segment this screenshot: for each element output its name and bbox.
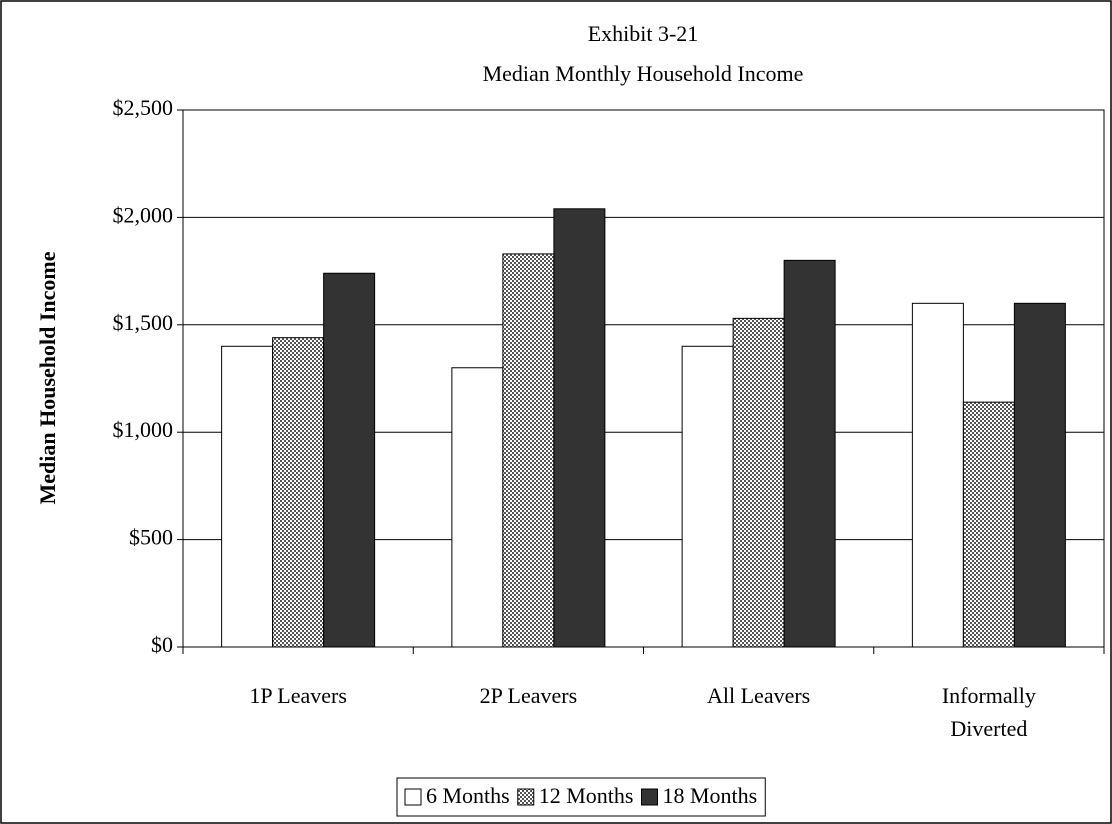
chart-title: Exhibit 3-21 [588, 21, 699, 46]
x-tick-label: All Leavers [707, 683, 811, 708]
bar [553, 208, 606, 648]
legend-label: 12 Months [539, 783, 634, 808]
bar [1013, 302, 1066, 648]
y-tick-label: $1,000 [113, 417, 174, 442]
y-tick-label: $2,500 [113, 95, 174, 120]
legend-box [396, 777, 766, 817]
x-tick-label: 2P Leavers [479, 683, 578, 708]
y-tick-label: $2,000 [113, 202, 174, 227]
bar [911, 302, 964, 648]
legend-swatch [641, 788, 658, 806]
y-tick-label: $0 [151, 632, 173, 657]
bar [783, 259, 836, 648]
bar [272, 337, 325, 648]
bar [451, 367, 504, 648]
x-tick-label: 1P Leavers [249, 683, 347, 708]
bar [323, 272, 376, 648]
bar [732, 317, 785, 648]
bar [962, 401, 1015, 648]
legend-label: 18 Months [663, 783, 758, 808]
legend-label: 6 Months [426, 783, 510, 808]
legend-swatch [404, 788, 422, 806]
chart-subtitle: Median Monthly Household Income [483, 61, 804, 86]
y-tick-label: $1,500 [113, 310, 174, 335]
x-tick-label: Informally Diverted [941, 683, 1036, 741]
bar [681, 345, 734, 648]
bar [502, 253, 555, 648]
y-tick-label: $500 [129, 525, 173, 550]
bar [221, 345, 274, 648]
legend-swatch [517, 788, 535, 806]
y-axis-label: Median Household Income [35, 251, 60, 504]
